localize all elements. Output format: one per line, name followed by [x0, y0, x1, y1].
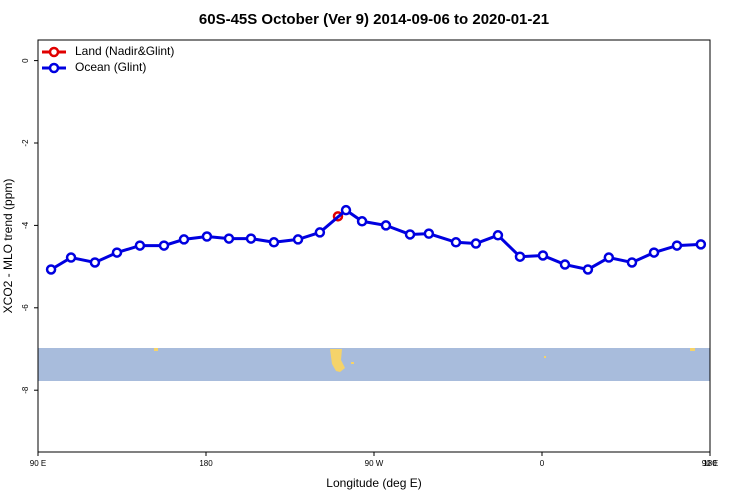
point — [603, 252, 615, 263]
y-tick-label: -6 — [21, 304, 30, 312]
point — [423, 228, 435, 239]
point — [582, 264, 594, 275]
series-line — [50, 208, 701, 272]
point — [537, 250, 549, 261]
point — [380, 220, 392, 231]
chart-title: 60S-45S October (Ver 9) 2014-09-06 to 20… — [199, 11, 549, 28]
y-tick-label: 0 — [21, 58, 30, 63]
x-tick-label: 180 — [199, 459, 213, 468]
point — [111, 247, 123, 258]
x-tick-label: 180 — [703, 459, 717, 468]
legend-marker — [48, 46, 60, 58]
point — [514, 251, 526, 262]
point — [158, 240, 170, 251]
point — [356, 216, 368, 227]
y-tick-label: -2 — [21, 139, 30, 147]
point — [134, 240, 146, 251]
legend-label: Ocean (Glint) — [75, 60, 146, 74]
y-tick-label: -8 — [21, 386, 30, 394]
x-tick-label: 90 E — [702, 459, 718, 468]
point — [695, 239, 707, 250]
map-strip — [38, 348, 710, 381]
point — [404, 229, 416, 240]
point — [178, 234, 190, 245]
point — [450, 237, 462, 248]
point — [314, 227, 326, 238]
point — [65, 252, 77, 263]
point — [340, 204, 352, 216]
point — [470, 238, 482, 249]
y-tick-label: -4 — [21, 221, 30, 229]
x-tick-label: 0 — [540, 459, 545, 468]
point — [245, 233, 257, 244]
legend-marker — [48, 62, 60, 74]
x-tick-label: 90 E — [30, 459, 46, 468]
point — [292, 234, 304, 245]
point — [201, 231, 213, 242]
x-tick-label: 90 W — [365, 459, 384, 468]
point — [268, 237, 280, 248]
point — [559, 259, 571, 270]
point — [492, 230, 504, 241]
x-axis-label: Longitude (deg E) — [326, 476, 421, 490]
y-axis-label: XCO2 - MLO trend (ppm) — [1, 179, 15, 314]
point — [45, 264, 57, 275]
point — [626, 257, 638, 268]
point — [223, 233, 235, 244]
point — [648, 247, 660, 258]
point — [89, 257, 101, 268]
point — [671, 240, 683, 251]
legend-label: Land (Nadir&Glint) — [75, 44, 174, 58]
